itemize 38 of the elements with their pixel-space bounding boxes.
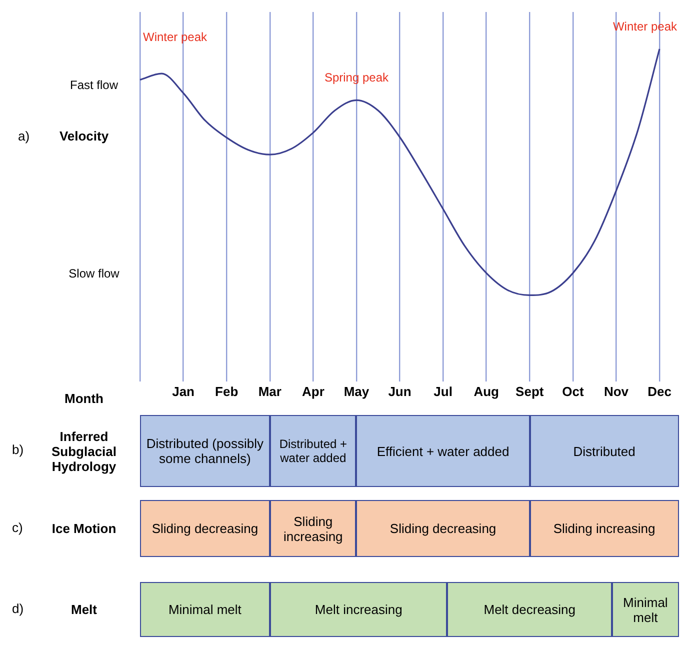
text: c) — [12, 520, 23, 534]
text: Minimal melt — [140, 582, 270, 637]
text: Distributed — [530, 415, 679, 487]
text: Efficient + water added — [356, 415, 530, 487]
x-tick-label: Dec — [648, 384, 672, 399]
x-tick-label: Mar — [258, 384, 282, 399]
y-axis-title: Velocity — [59, 128, 110, 144]
x-tick-label: Feb — [215, 384, 238, 399]
text: Fast flow — [70, 78, 118, 92]
x-tick-label: Aug — [474, 384, 500, 399]
x-axis-title: Month — [64, 390, 104, 406]
text: Sliding increasing — [270, 500, 356, 557]
text: Sliding decreasing — [356, 500, 530, 557]
text: Distributed (possibly some channels) — [140, 415, 270, 487]
text: Inferred Subglacial Hydrology — [50, 428, 118, 476]
x-tick-label: Sept — [516, 384, 544, 399]
x-tick-label: Apr — [302, 384, 324, 399]
text: a) — [18, 128, 30, 144]
text: Distributed + water added — [270, 415, 356, 487]
text: Melt increasing — [270, 582, 448, 637]
x-tick-label: Nov — [604, 384, 630, 399]
x-tick-label: Jan — [172, 384, 195, 399]
annotation: Spring peak — [324, 70, 390, 84]
x-tick-label: May — [344, 384, 370, 399]
text: Winter peak — [143, 30, 208, 44]
text: Minimal melt — [612, 582, 679, 637]
text: Melt — [70, 601, 98, 619]
text: Ice Motion — [50, 520, 118, 538]
x-tick-label: Jun — [388, 384, 412, 399]
text: Sliding decreasing — [140, 500, 270, 557]
text: d) — [12, 600, 24, 616]
text: Melt decreasing — [447, 582, 612, 637]
text: Sliding increasing — [530, 500, 679, 557]
annotation: Winter peak — [612, 19, 678, 34]
x-tick-label: Oct — [562, 384, 584, 399]
x-tick-label: Jul — [434, 384, 452, 399]
text: b) — [12, 442, 24, 457]
text: Slow flow — [68, 266, 120, 281]
